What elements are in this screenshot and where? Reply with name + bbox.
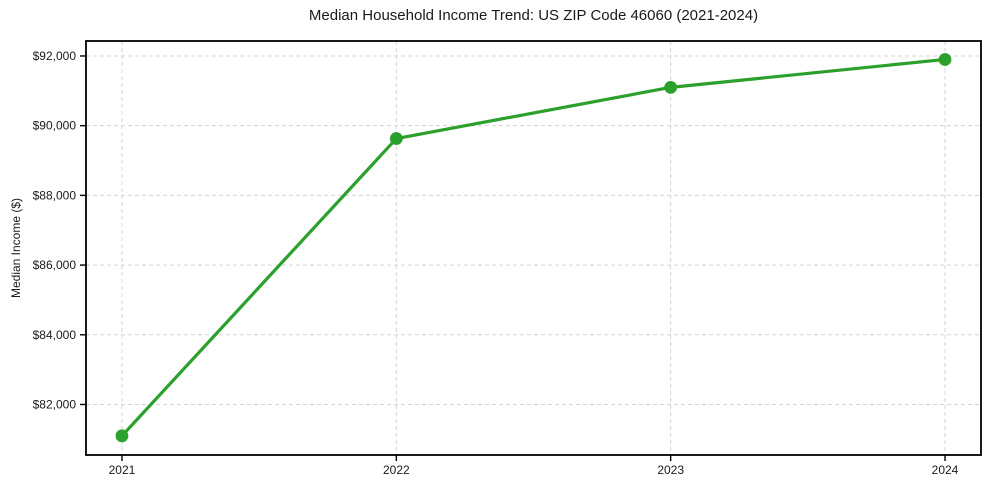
data-point-2022 [389,132,403,145]
trend-line [120,57,947,438]
data-point-2021 [115,429,129,443]
y-axis-tick-label: $86,000 [33,258,77,272]
y-axis-tick-label: $84,000 [33,328,77,342]
y-axis-tick-label: $82,000 [33,397,77,411]
x-axis-tick-label: 2021 [109,463,136,477]
chart-title: Median Household Income Trend: US ZIP Co… [308,7,759,24]
y-axis-tick-label: $88,000 [33,188,77,202]
y-axis-tick-label: $92,000 [33,49,77,63]
x-axis-tick-label: 2023 [657,463,684,477]
x-axis-tick-label: 2022 [383,463,410,477]
data-point-2023 [664,80,678,94]
plot-border [85,40,982,456]
data-point-2024 [938,53,952,66]
y-axis-tick-label: $90,000 [33,119,77,133]
x-axis-tick-label: 2024 [932,463,959,477]
